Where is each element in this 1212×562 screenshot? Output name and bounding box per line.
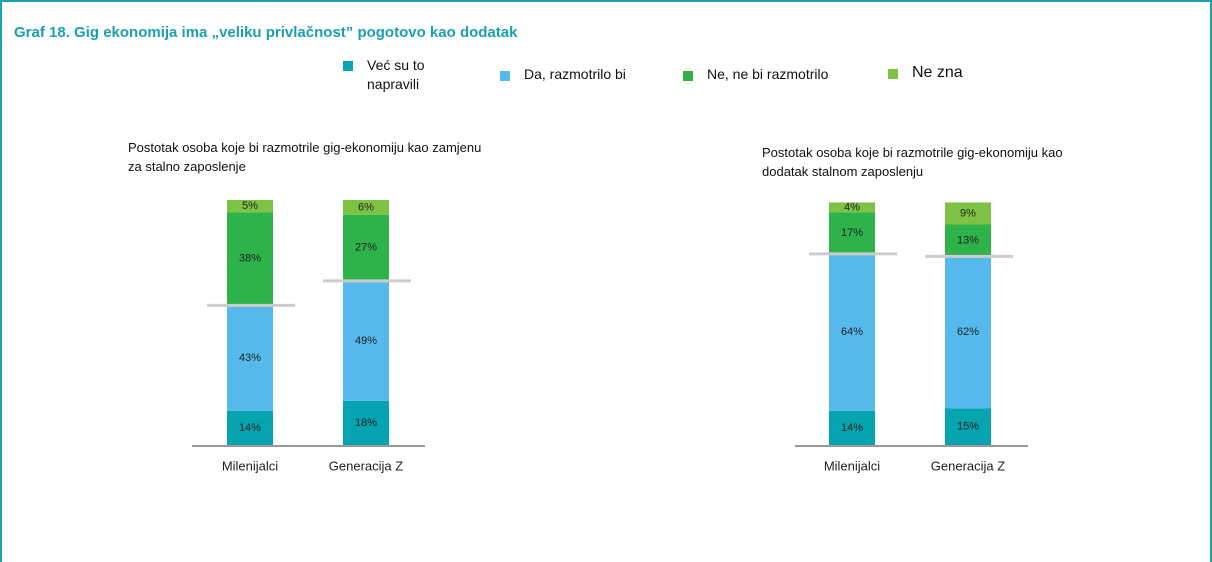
x-tick-label: Generacija Z <box>329 458 403 473</box>
value-label: 64% <box>841 326 863 338</box>
bar-segment <box>945 408 991 445</box>
bar-segment <box>829 212 875 254</box>
legend-swatch <box>683 71 693 81</box>
bar-segment <box>227 305 273 411</box>
value-label: 14% <box>239 422 261 434</box>
legend-label: Već su to napravili <box>367 57 425 92</box>
legend-swatch <box>500 71 510 81</box>
bar-segment <box>945 224 991 257</box>
value-label: 38% <box>239 253 261 265</box>
value-label: 27% <box>355 242 377 254</box>
value-label: 4% <box>844 201 860 213</box>
value-label: 62% <box>957 326 979 338</box>
legend-item: Ne zna <box>888 64 963 82</box>
legend-swatch <box>343 61 353 71</box>
x-tick-label: Milenijalci <box>222 458 278 473</box>
legend-item: Već su to napravili <box>343 56 473 94</box>
bar-segment <box>343 280 389 401</box>
x-tick-label: Milenijalci <box>824 458 880 473</box>
value-label: 49% <box>355 335 377 347</box>
bar-segment <box>945 202 991 225</box>
bar-segment <box>829 410 875 445</box>
value-label: 17% <box>841 227 863 239</box>
title: Graf 18. Gig ekonomija ima „veliku privl… <box>14 24 518 41</box>
value-label: 18% <box>355 417 377 429</box>
legend-label: Da, razmotrilo bi <box>524 66 626 82</box>
legend-label: Ne, ne bi razmotrilo <box>707 66 829 82</box>
value-label: 15% <box>957 421 979 433</box>
legend-label: Ne zna <box>912 64 963 81</box>
bar-segment <box>343 400 389 445</box>
value-label: 9% <box>960 207 976 219</box>
bar-segment <box>829 253 875 411</box>
bar-segment <box>343 214 389 281</box>
x-tick-label: Generacija Z <box>931 458 1005 473</box>
bar-segment <box>227 200 273 213</box>
value-label: 13% <box>957 234 979 246</box>
chart-subtitle: Postotak osoba koje bi razmotrile gig-ek… <box>762 145 1063 179</box>
bar-segment <box>829 202 875 213</box>
bar-segment <box>227 410 273 445</box>
value-label: 6% <box>358 201 374 213</box>
chart-subtitle: Postotak osoba koje bi razmotrile gig-ek… <box>128 140 482 174</box>
value-label: 43% <box>239 352 261 364</box>
bar-segment <box>945 256 991 409</box>
bar-segment <box>227 212 273 306</box>
value-label: 5% <box>242 200 258 212</box>
legend-swatch <box>888 69 898 79</box>
legend-item: Da, razmotrilo bi <box>500 66 626 82</box>
legend-item: Ne, ne bi razmotrilo <box>683 66 828 82</box>
bar-segment <box>343 200 389 215</box>
value-label: 14% <box>841 422 863 434</box>
